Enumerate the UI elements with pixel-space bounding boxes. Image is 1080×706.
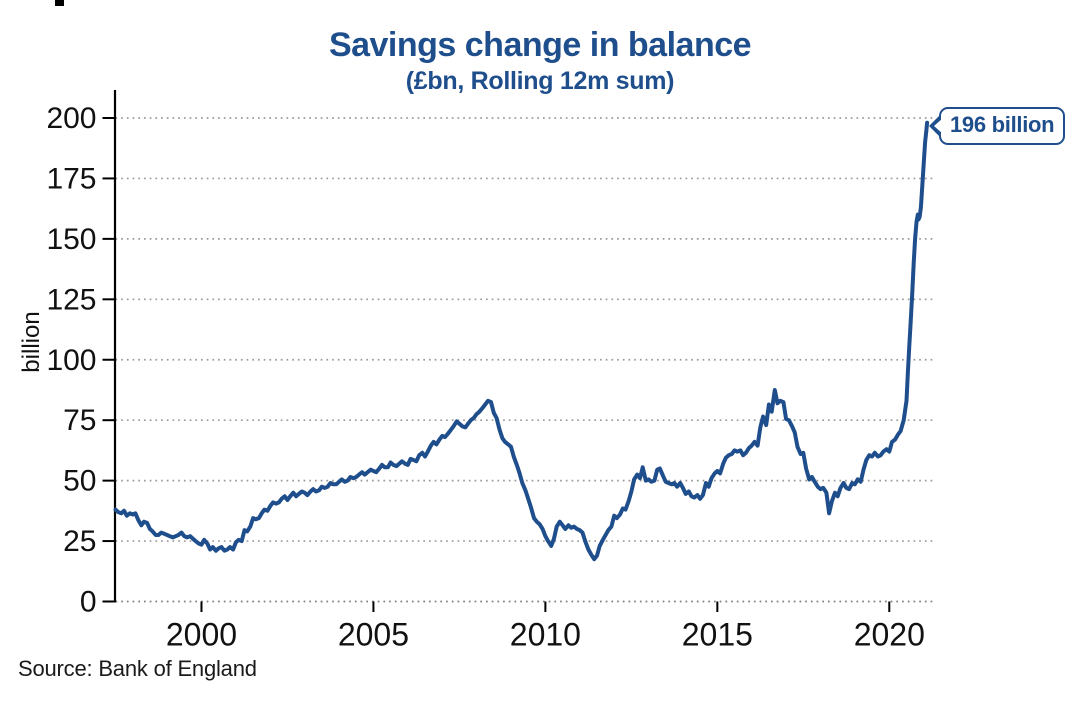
y-tick-label: 175 bbox=[46, 162, 96, 195]
source-note: Source: Bank of England bbox=[18, 656, 257, 681]
data-label-callout: 196 billion bbox=[939, 107, 1066, 146]
y-tick-label: 25 bbox=[63, 525, 96, 558]
x-tick-label: 2000 bbox=[166, 617, 237, 653]
savings-line-series bbox=[113, 120, 930, 562]
y-tick-label: 100 bbox=[46, 344, 96, 377]
y-tick-label: 50 bbox=[63, 465, 96, 498]
y-tick-label: 75 bbox=[63, 404, 96, 437]
x-tick-label: 2015 bbox=[682, 617, 753, 653]
y-tick-label: 200 bbox=[46, 102, 96, 135]
x-tick-label: 2020 bbox=[854, 617, 925, 653]
chart-title: Savings change in balance bbox=[328, 26, 752, 64]
x-tick-label: 2010 bbox=[510, 617, 581, 653]
chart-subtitle: (£bn, Rolling 12m sum) bbox=[405, 67, 675, 95]
y-tick-label: 0 bbox=[80, 586, 97, 619]
cropped-text-fragment bbox=[55, 0, 64, 6]
x-tick-label: 2005 bbox=[338, 617, 409, 653]
y-tick-label: 125 bbox=[46, 283, 96, 316]
y-tick-label: 150 bbox=[46, 223, 96, 256]
